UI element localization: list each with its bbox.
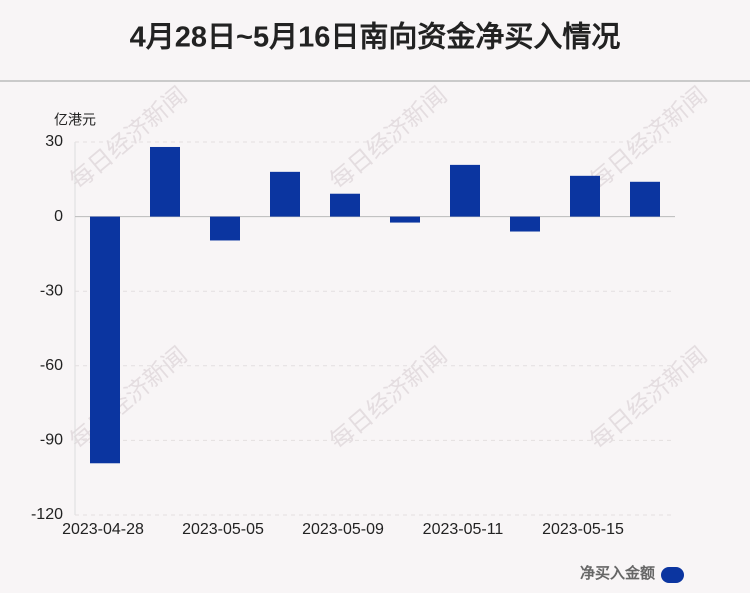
bar [150,146,180,217]
y-tick-label: 0 [54,208,63,225]
bar [210,216,240,241]
bar [450,164,480,217]
bar [630,181,660,217]
x-tick-label: 2023-05-15 [542,521,624,538]
bar [270,171,300,217]
y-axis-label: 亿港元 [54,112,96,128]
bar [90,216,120,464]
x-tick-label: 2023-04-28 [62,521,144,538]
bar [390,216,420,223]
bar [570,175,600,217]
y-tick-label: -90 [40,432,63,449]
bar [510,216,540,232]
y-tick-label: -60 [40,357,63,374]
x-tick-label: 2023-05-05 [182,521,264,538]
x-tick-label: 2023-05-11 [423,521,504,538]
legend-label: 净买入金额 [580,564,655,582]
y-tick-label: -120 [31,506,63,523]
y-tick-label: 30 [45,133,63,150]
chart-title: 4月28日~5月16日南向资金净买入情况 [130,20,621,54]
bar [330,193,360,217]
y-tick-label: -30 [40,282,63,299]
legend-swatch [661,567,684,583]
x-tick-label: 2023-05-09 [302,521,384,538]
